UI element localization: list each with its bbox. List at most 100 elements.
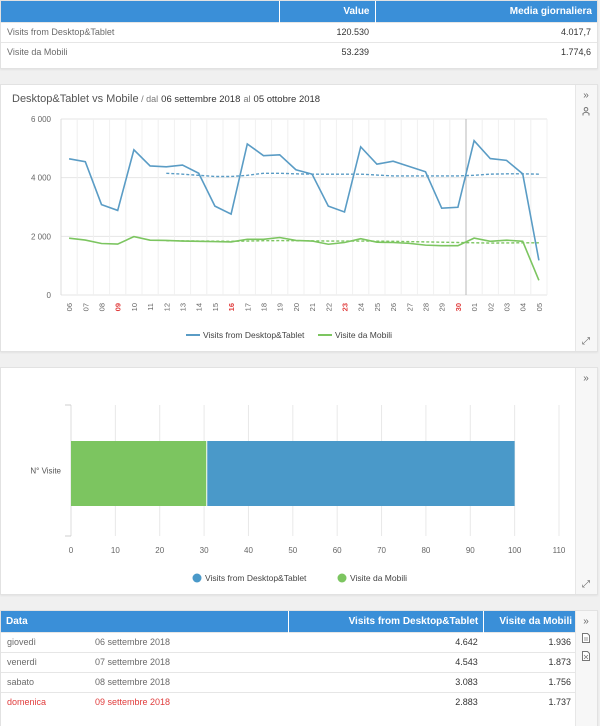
chevron-right-icon[interactable]: » — [583, 616, 589, 627]
x-tick-label: 21 — [308, 303, 317, 311]
x-tick-label: 30 — [454, 303, 463, 311]
line-chart-title: Desktop&Tablet vs Mobile / dal 06 settem… — [12, 93, 320, 105]
daily-mobile: 1.756 — [483, 671, 577, 692]
summary-row-value: 120.530 — [279, 21, 375, 42]
daily-header-date[interactable]: Data — [1, 611, 290, 632]
table-row: sabato 08 settembre 2018 3.083 1.756 — [1, 671, 577, 692]
legend-label: Visite da Mobili — [335, 330, 392, 340]
x-tick-label: 06 — [65, 303, 74, 311]
legend-label: Visits from Desktop&Tablet — [205, 573, 307, 583]
bar-segment — [206, 441, 515, 506]
daily-day: giovedì — [1, 631, 89, 652]
x-tick-label: 80 — [421, 546, 430, 555]
x-tick-label: 28 — [422, 303, 431, 311]
person-icon[interactable] — [579, 107, 593, 121]
x-tick-label: 04 — [519, 303, 528, 311]
legend-swatch — [192, 573, 202, 583]
summary-panel: Value Media giornaliera Visits from Desk… — [0, 0, 598, 69]
bar-chart: 0 10 20 30 40 50 60 70 80 90 100 110 N° Visite Visits… — [30, 404, 566, 583]
line-chart-panel: Desktop&Tablet vs Mobile / dal 06 settem… — [0, 84, 598, 352]
line-chart: 0 2 000 4 000 6 000 06 07 08 09 10 11 12 13 14 15 16 17… — [31, 115, 548, 340]
x-tick-label: 100 — [508, 546, 522, 555]
chevron-right-icon[interactable]: » — [583, 90, 589, 101]
daily-header-desktop[interactable]: Visits from Desktop&Tablet — [288, 611, 485, 632]
daily-date: 06 settembre 2018 — [89, 631, 289, 652]
daily-mobile: 1.737 — [483, 691, 577, 712]
x-tick-label: 10 — [111, 546, 120, 555]
x-tick-label: 0 — [69, 546, 74, 555]
trend-line — [166, 172, 539, 178]
x-tick-label: 20 — [292, 303, 301, 311]
summary-row-value: 53.239 — [279, 41, 375, 62]
y-tick-label: 0 — [47, 291, 52, 300]
expand-icon[interactable]: ⤢ — [582, 579, 590, 590]
daily-sidebar — [575, 611, 597, 726]
y-tick-label: 4 000 — [31, 174, 52, 183]
x-tick-label: 50 — [288, 546, 297, 555]
table-row: venerdì 07 settembre 2018 4.543 1.873 — [1, 651, 577, 672]
x-tick-label: 10 — [130, 303, 139, 311]
line-chart-title-al: al — [243, 94, 251, 104]
legend-swatch — [337, 573, 347, 583]
summary-header-avg[interactable]: Media giornaliera — [375, 1, 597, 22]
x-tick-label: 12 — [162, 303, 171, 311]
line-chart-title-sep: / — [138, 94, 147, 104]
daily-desktop: 4.543 — [288, 651, 484, 672]
x-tick-label: 13 — [179, 303, 188, 311]
x-tick-label: 20 — [155, 546, 164, 555]
summary-header-label — [1, 1, 280, 22]
x-tick-label: 24 — [357, 303, 366, 311]
x-tick-label: 25 — [373, 303, 382, 311]
table-row: giovedì 06 settembre 2018 4.642 1.936 — [1, 631, 577, 652]
summary-table: Value Media giornaliera Visits from Desk… — [1, 1, 597, 62]
x-tick-label: 29 — [438, 303, 447, 311]
y-tick-label: 2 000 — [31, 232, 52, 241]
x-tick-label: 03 — [503, 303, 512, 311]
x-tick-label: 17 — [243, 303, 252, 311]
x-tick-label: 22 — [324, 303, 333, 311]
bar-segment — [71, 441, 207, 506]
line-chart-title-start: 06 settembre 2018 — [161, 94, 241, 105]
x-tick-label: 05 — [535, 303, 544, 311]
table-row: Visits from Desktop&Tablet 120.530 4.017… — [1, 21, 597, 42]
line-chart-sidebar — [575, 85, 597, 351]
x-tick-label: 07 — [81, 303, 90, 311]
x-tick-label: 110 — [553, 546, 566, 555]
daily-header-mobile[interactable]: Visite da Mobili — [483, 611, 577, 632]
x-tick-label: 30 — [200, 546, 209, 555]
daily-mobile: 1.873 — [483, 651, 577, 672]
summary-row-avg: 4.017,7 — [375, 21, 597, 42]
excel-icon[interactable] — [579, 651, 593, 666]
expand-icon[interactable]: ⤢ — [582, 336, 590, 347]
daily-date: 07 settembre 2018 — [89, 651, 289, 672]
daily-day: domenica — [1, 691, 89, 712]
summary-row-label: Visite da Mobili — [1, 41, 279, 62]
legend-label: Visits from Desktop&Tablet — [203, 330, 305, 340]
x-tick-label: 15 — [211, 303, 220, 311]
x-tick-label: 09 — [114, 303, 123, 311]
x-tick-label: 02 — [486, 303, 495, 311]
series-mobile-line — [69, 235, 540, 281]
summary-row-label: Visits from Desktop&Tablet — [1, 21, 279, 42]
x-tick-label: 27 — [405, 303, 414, 311]
x-tick-label: 16 — [227, 303, 236, 311]
x-tick-label: 11 — [146, 303, 155, 311]
x-tick-label: 90 — [466, 546, 475, 555]
chevron-right-icon[interactable]: » — [583, 373, 589, 384]
x-tick-label: 14 — [195, 303, 204, 311]
x-tick-label: 60 — [333, 546, 342, 555]
daily-mobile: 1.936 — [483, 631, 577, 652]
daily-date: 08 settembre 2018 — [89, 671, 289, 692]
summary-header-value[interactable]: Value — [279, 1, 376, 22]
bar-chart-sidebar — [575, 368, 597, 594]
daily-day: venerdì — [1, 651, 89, 672]
line-chart-title-end: 05 ottobre 2018 — [253, 94, 321, 105]
x-tick-label: 23 — [341, 303, 350, 311]
daily-desktop: 3.083 — [288, 671, 484, 692]
bar-chart-panel: » ⤢ 0 10 20 30 40 50 60 70 80 90 100 110 N° Visite Vi… — [0, 367, 598, 595]
line-chart-title-main: Desktop&Tablet vs Mobile — [12, 93, 139, 105]
x-tick-label: 01 — [470, 303, 479, 311]
x-tick-label: 70 — [377, 546, 386, 555]
pdf-icon[interactable] — [579, 633, 593, 648]
daily-date: 09 settembre 2018 — [89, 691, 289, 712]
